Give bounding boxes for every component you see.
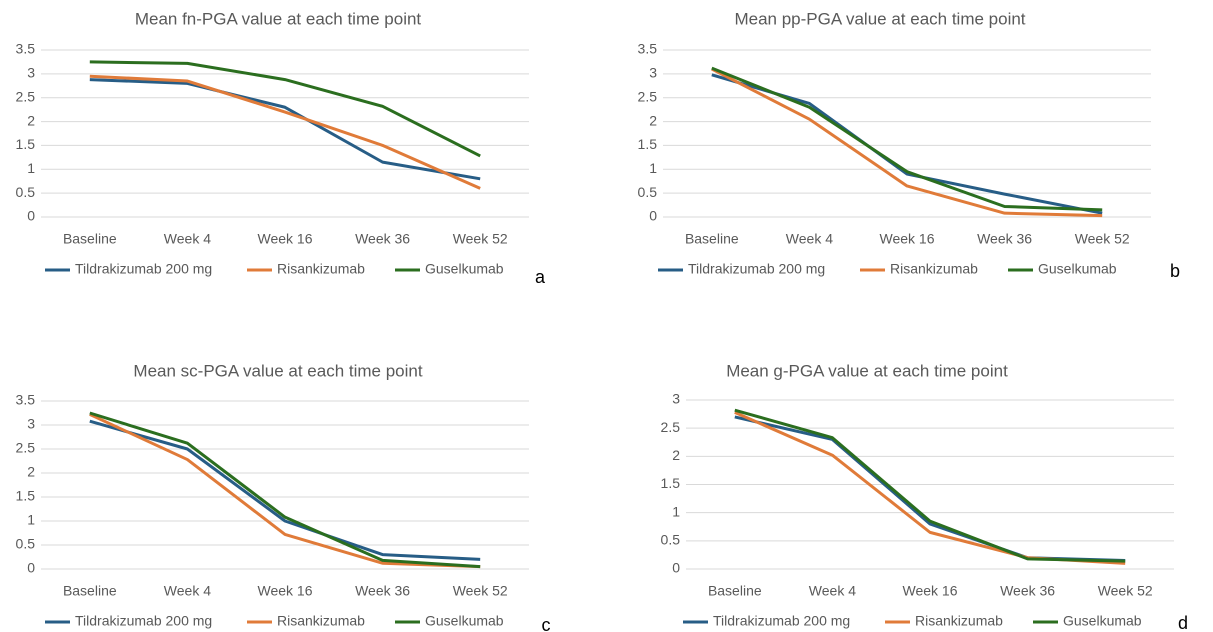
y-tick-label: 3 xyxy=(27,416,35,432)
series-line xyxy=(89,74,481,190)
y-tick-label: 0 xyxy=(27,560,35,576)
y-tick-label: 1.5 xyxy=(16,136,36,152)
y-tick-label: 1 xyxy=(672,503,680,519)
x-tick-label: Week 52 xyxy=(1075,231,1130,247)
x-tick-label: Week 36 xyxy=(977,231,1032,247)
x-tick-label: Week 16 xyxy=(258,231,313,247)
y-tick-label: 1 xyxy=(27,160,35,176)
y-tick-label: 1.5 xyxy=(638,136,658,152)
legend-label: Risankizumab xyxy=(277,613,365,629)
series-line xyxy=(711,66,1103,212)
legend-label: Guselkumab xyxy=(425,613,504,629)
y-tick-label: 0.5 xyxy=(16,184,36,200)
y-tick-label: 3.5 xyxy=(638,41,658,57)
y-tick-label: 3 xyxy=(672,391,680,407)
legend-label: Tildrakizumab 200 mg xyxy=(688,261,825,277)
y-tick-label: 2.5 xyxy=(16,88,36,104)
legend-label: Tildrakizumab 200 mg xyxy=(75,261,212,277)
y-tick-label: 2 xyxy=(27,112,35,128)
x-tick-label: Week 36 xyxy=(1000,583,1055,599)
x-tick-label: Baseline xyxy=(63,583,117,599)
panel-label: c xyxy=(542,615,551,632)
legend-label: Tildrakizumab 200 mg xyxy=(713,613,850,629)
y-tick-label: 0 xyxy=(27,208,35,224)
x-tick-label: Week 52 xyxy=(1098,583,1153,599)
x-tick-label: Baseline xyxy=(63,231,117,247)
chart-title: Mean pp-PGA value at each time point xyxy=(734,9,1025,28)
y-tick-label: 3.5 xyxy=(16,41,36,57)
x-tick-label: Baseline xyxy=(685,231,739,247)
y-tick-label: 3.5 xyxy=(16,392,36,408)
y-tick-label: 0.5 xyxy=(638,184,658,200)
panel-label: d xyxy=(1178,613,1188,632)
x-tick-label: Week 16 xyxy=(258,583,313,599)
x-tick-label: Week 4 xyxy=(164,583,211,599)
y-tick-label: 3 xyxy=(27,65,35,81)
y-tick-label: 2.5 xyxy=(16,440,36,456)
y-tick-label: 1.5 xyxy=(16,488,36,504)
x-tick-label: Week 4 xyxy=(809,583,856,599)
legend-label: Risankizumab xyxy=(890,261,978,277)
series-line xyxy=(711,73,1103,215)
x-tick-label: Week 4 xyxy=(164,231,211,247)
series-line xyxy=(89,60,481,158)
legend-label: Guselkumab xyxy=(1038,261,1117,277)
series-line xyxy=(89,419,481,561)
x-tick-label: Week 16 xyxy=(903,583,958,599)
chart-title: Mean fn-PGA value at each time point xyxy=(135,9,422,28)
y-tick-label: 0.5 xyxy=(16,536,36,552)
x-tick-label: Baseline xyxy=(708,583,762,599)
chart-title: Mean g-PGA value at each time point xyxy=(726,361,1008,380)
legend-label: Risankizumab xyxy=(915,613,1003,629)
y-tick-label: 3 xyxy=(649,65,657,81)
legend-label: Tildrakizumab 200 mg xyxy=(75,613,212,629)
y-tick-label: 2 xyxy=(27,464,35,480)
x-tick-label: Week 52 xyxy=(453,583,508,599)
legend-label: Guselkumab xyxy=(1063,613,1142,629)
x-tick-label: Week 52 xyxy=(453,231,508,247)
chart-title: Mean sc-PGA value at each time point xyxy=(133,361,422,380)
y-tick-label: 0 xyxy=(672,560,680,576)
x-tick-label: Week 36 xyxy=(355,231,410,247)
panel-label: a xyxy=(535,267,546,287)
panel-label: b xyxy=(1170,261,1180,281)
x-tick-label: Week 36 xyxy=(355,583,410,599)
series-line xyxy=(89,78,481,181)
series-line xyxy=(711,67,1103,218)
legend-label: Risankizumab xyxy=(277,261,365,277)
y-tick-label: 2 xyxy=(649,112,657,128)
y-tick-label: 1.5 xyxy=(661,475,681,491)
series-line xyxy=(89,411,481,569)
x-tick-label: Week 4 xyxy=(786,231,833,247)
y-tick-label: 1 xyxy=(27,512,35,528)
series-line xyxy=(734,408,1126,563)
series-line xyxy=(89,413,481,569)
y-tick-label: 0 xyxy=(649,208,657,224)
y-tick-label: 0.5 xyxy=(661,532,681,548)
y-tick-label: 1 xyxy=(649,160,657,176)
legend-label: Guselkumab xyxy=(425,261,504,277)
y-tick-label: 2 xyxy=(672,447,680,463)
y-tick-label: 2.5 xyxy=(661,419,681,435)
y-tick-label: 2.5 xyxy=(638,88,658,104)
x-tick-label: Week 16 xyxy=(880,231,935,247)
